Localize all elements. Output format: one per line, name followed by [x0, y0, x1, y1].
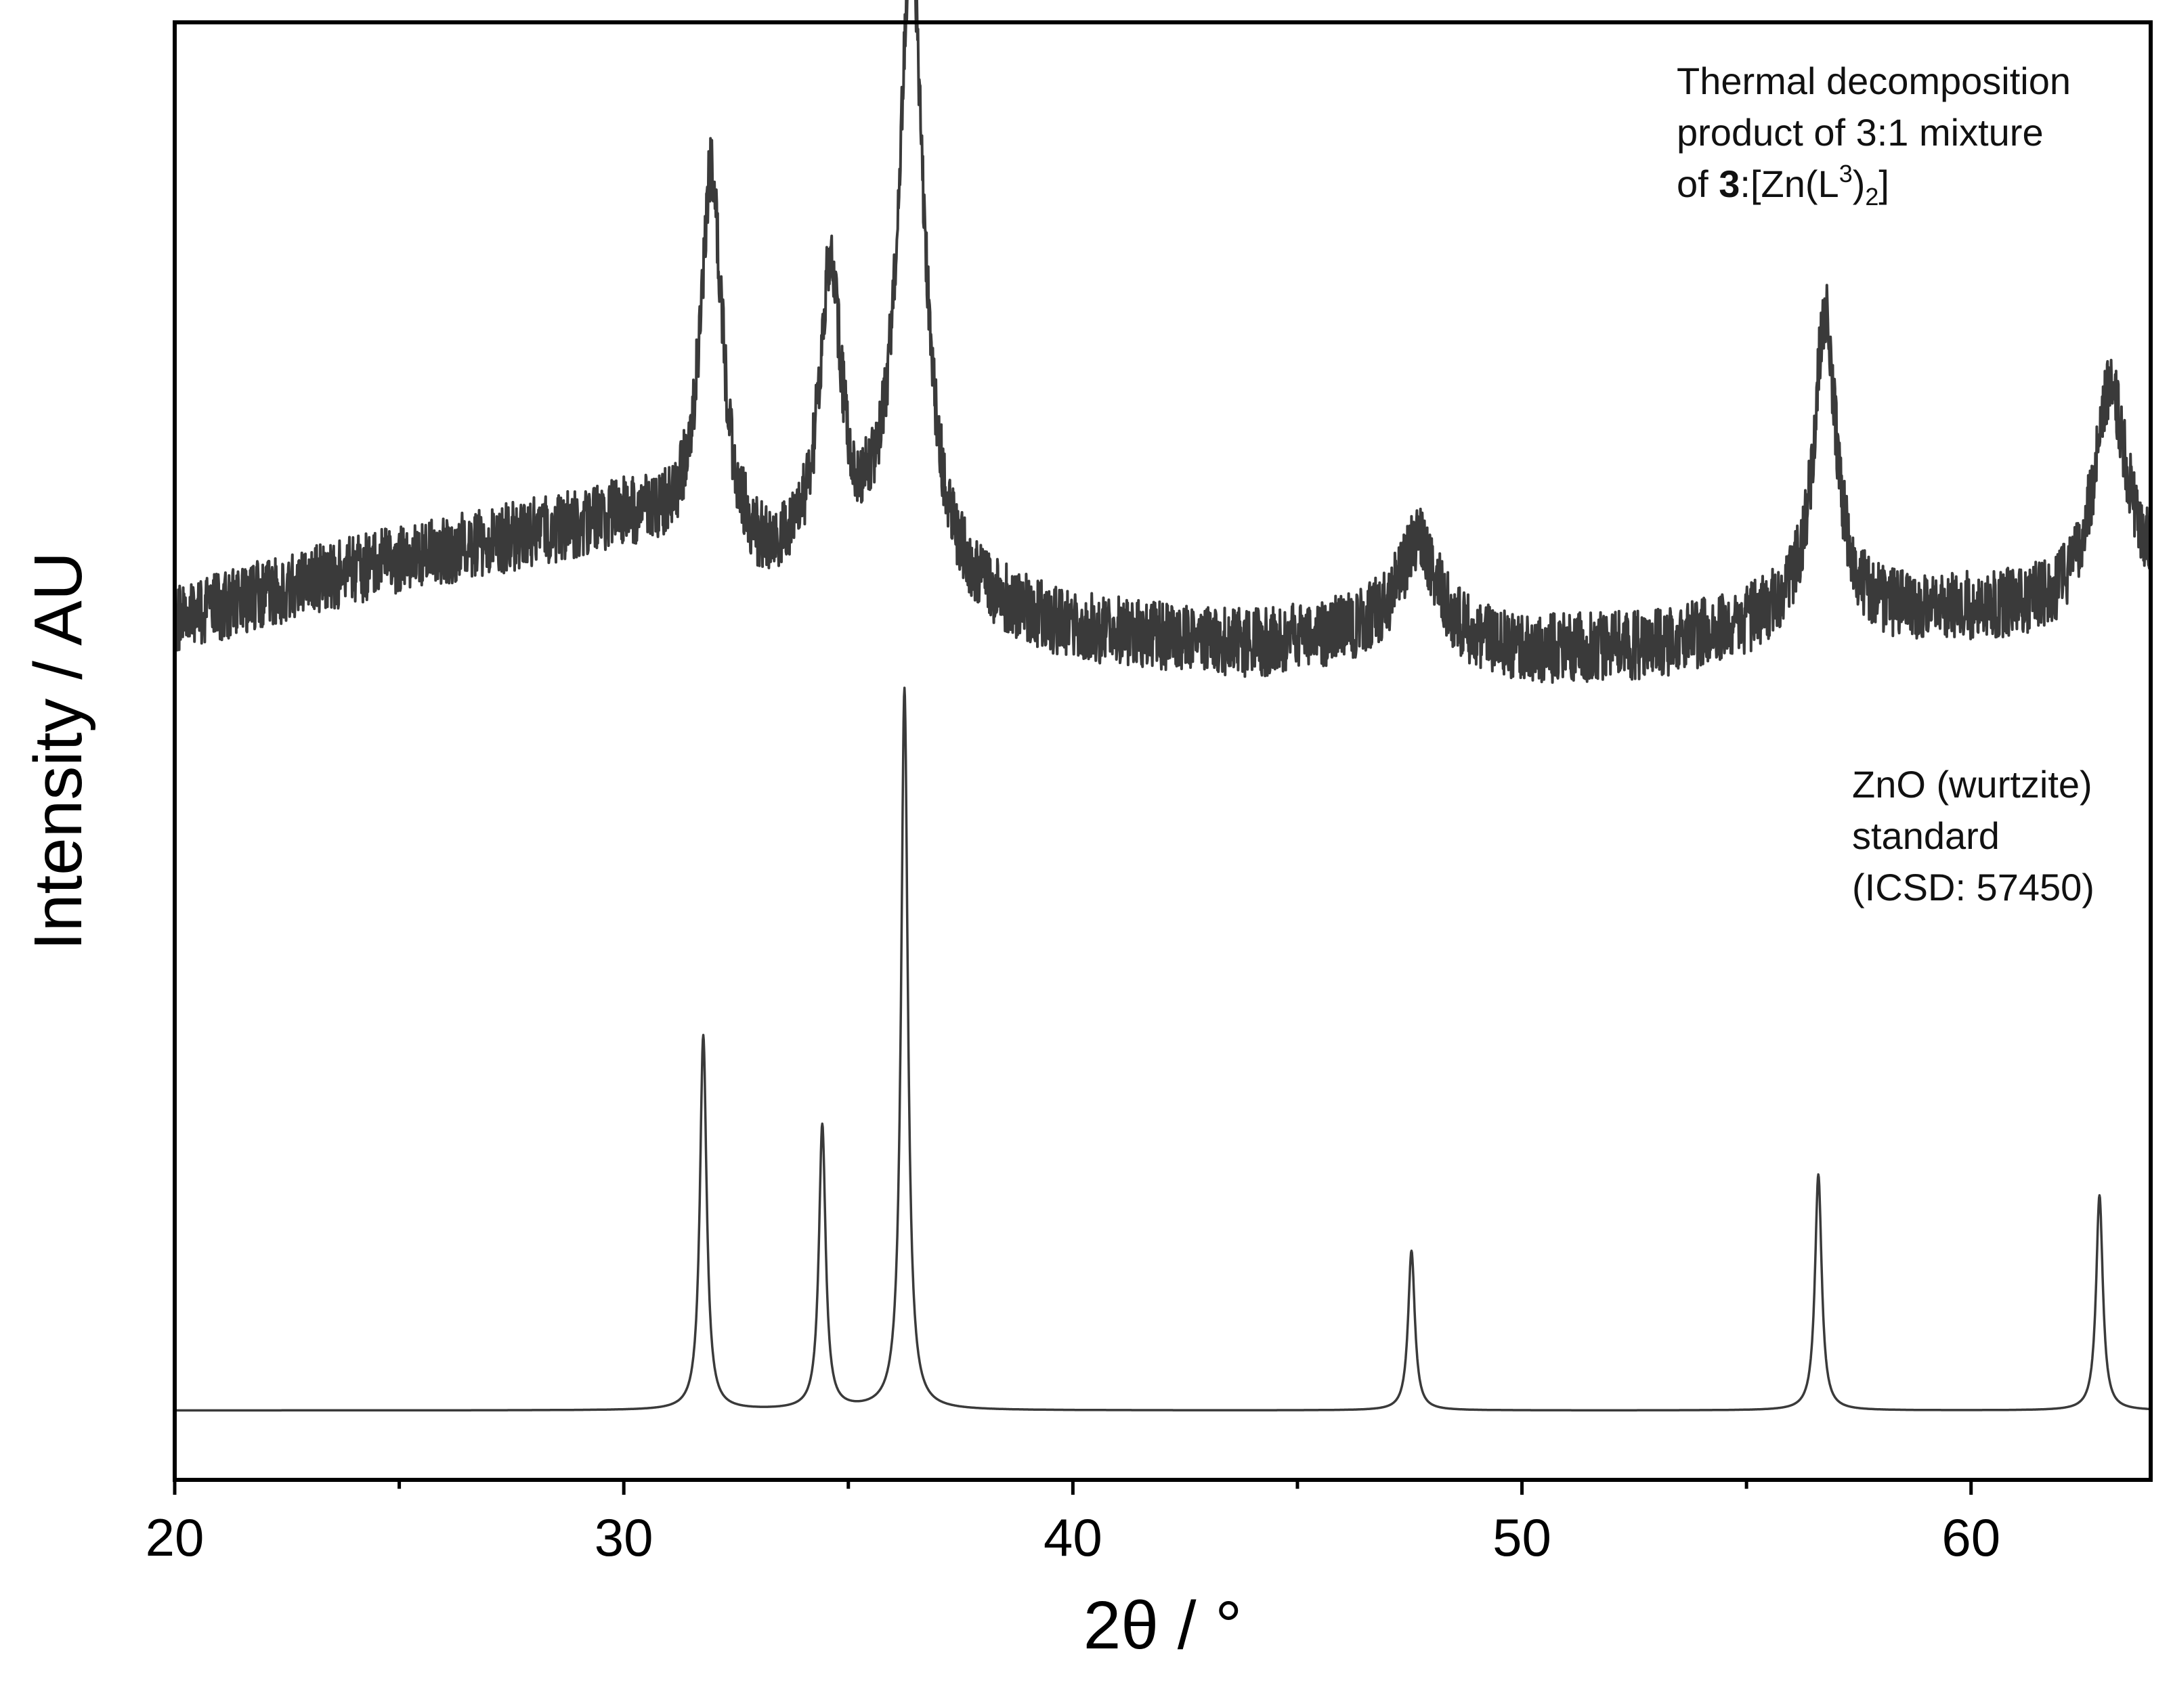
annotation-line: ZnO (wurtzite)	[1852, 763, 2092, 806]
x-tick-label: 20	[146, 1508, 205, 1567]
x-axis-ticks: 20 30 40 50 60	[146, 1480, 2000, 1567]
annotation-line: (ICSD: 57450)	[1852, 866, 2094, 908]
annotation-line: product of 3:1 mixture	[1677, 111, 2044, 154]
x-axis-title: 2θ / °	[1083, 1587, 1243, 1663]
x-tick-label: 30	[595, 1508, 653, 1567]
annotation-line: Thermal decomposition	[1677, 60, 2071, 102]
plot-area	[173, 0, 2152, 1412]
annotation-line: standard	[1852, 814, 2000, 857]
annotation-standard: ZnO (wurtzite) standard (ICSD: 57450)	[1852, 763, 2094, 908]
annotation-sample: Thermal decomposition product of 3:1 mixt…	[1677, 60, 2071, 211]
x-tick-label: 40	[1044, 1508, 1102, 1567]
series-line-standard	[173, 686, 2152, 1412]
series-line-sample	[173, 0, 2152, 684]
x-tick-label: 50	[1492, 1508, 1551, 1567]
annotation-line: of 3:[Zn(L3)2]	[1677, 160, 1889, 211]
x-tick-label: 60	[1941, 1508, 2000, 1567]
y-axis-title: Intensity / AU	[20, 552, 96, 950]
plot-frame	[173, 20, 2153, 1482]
